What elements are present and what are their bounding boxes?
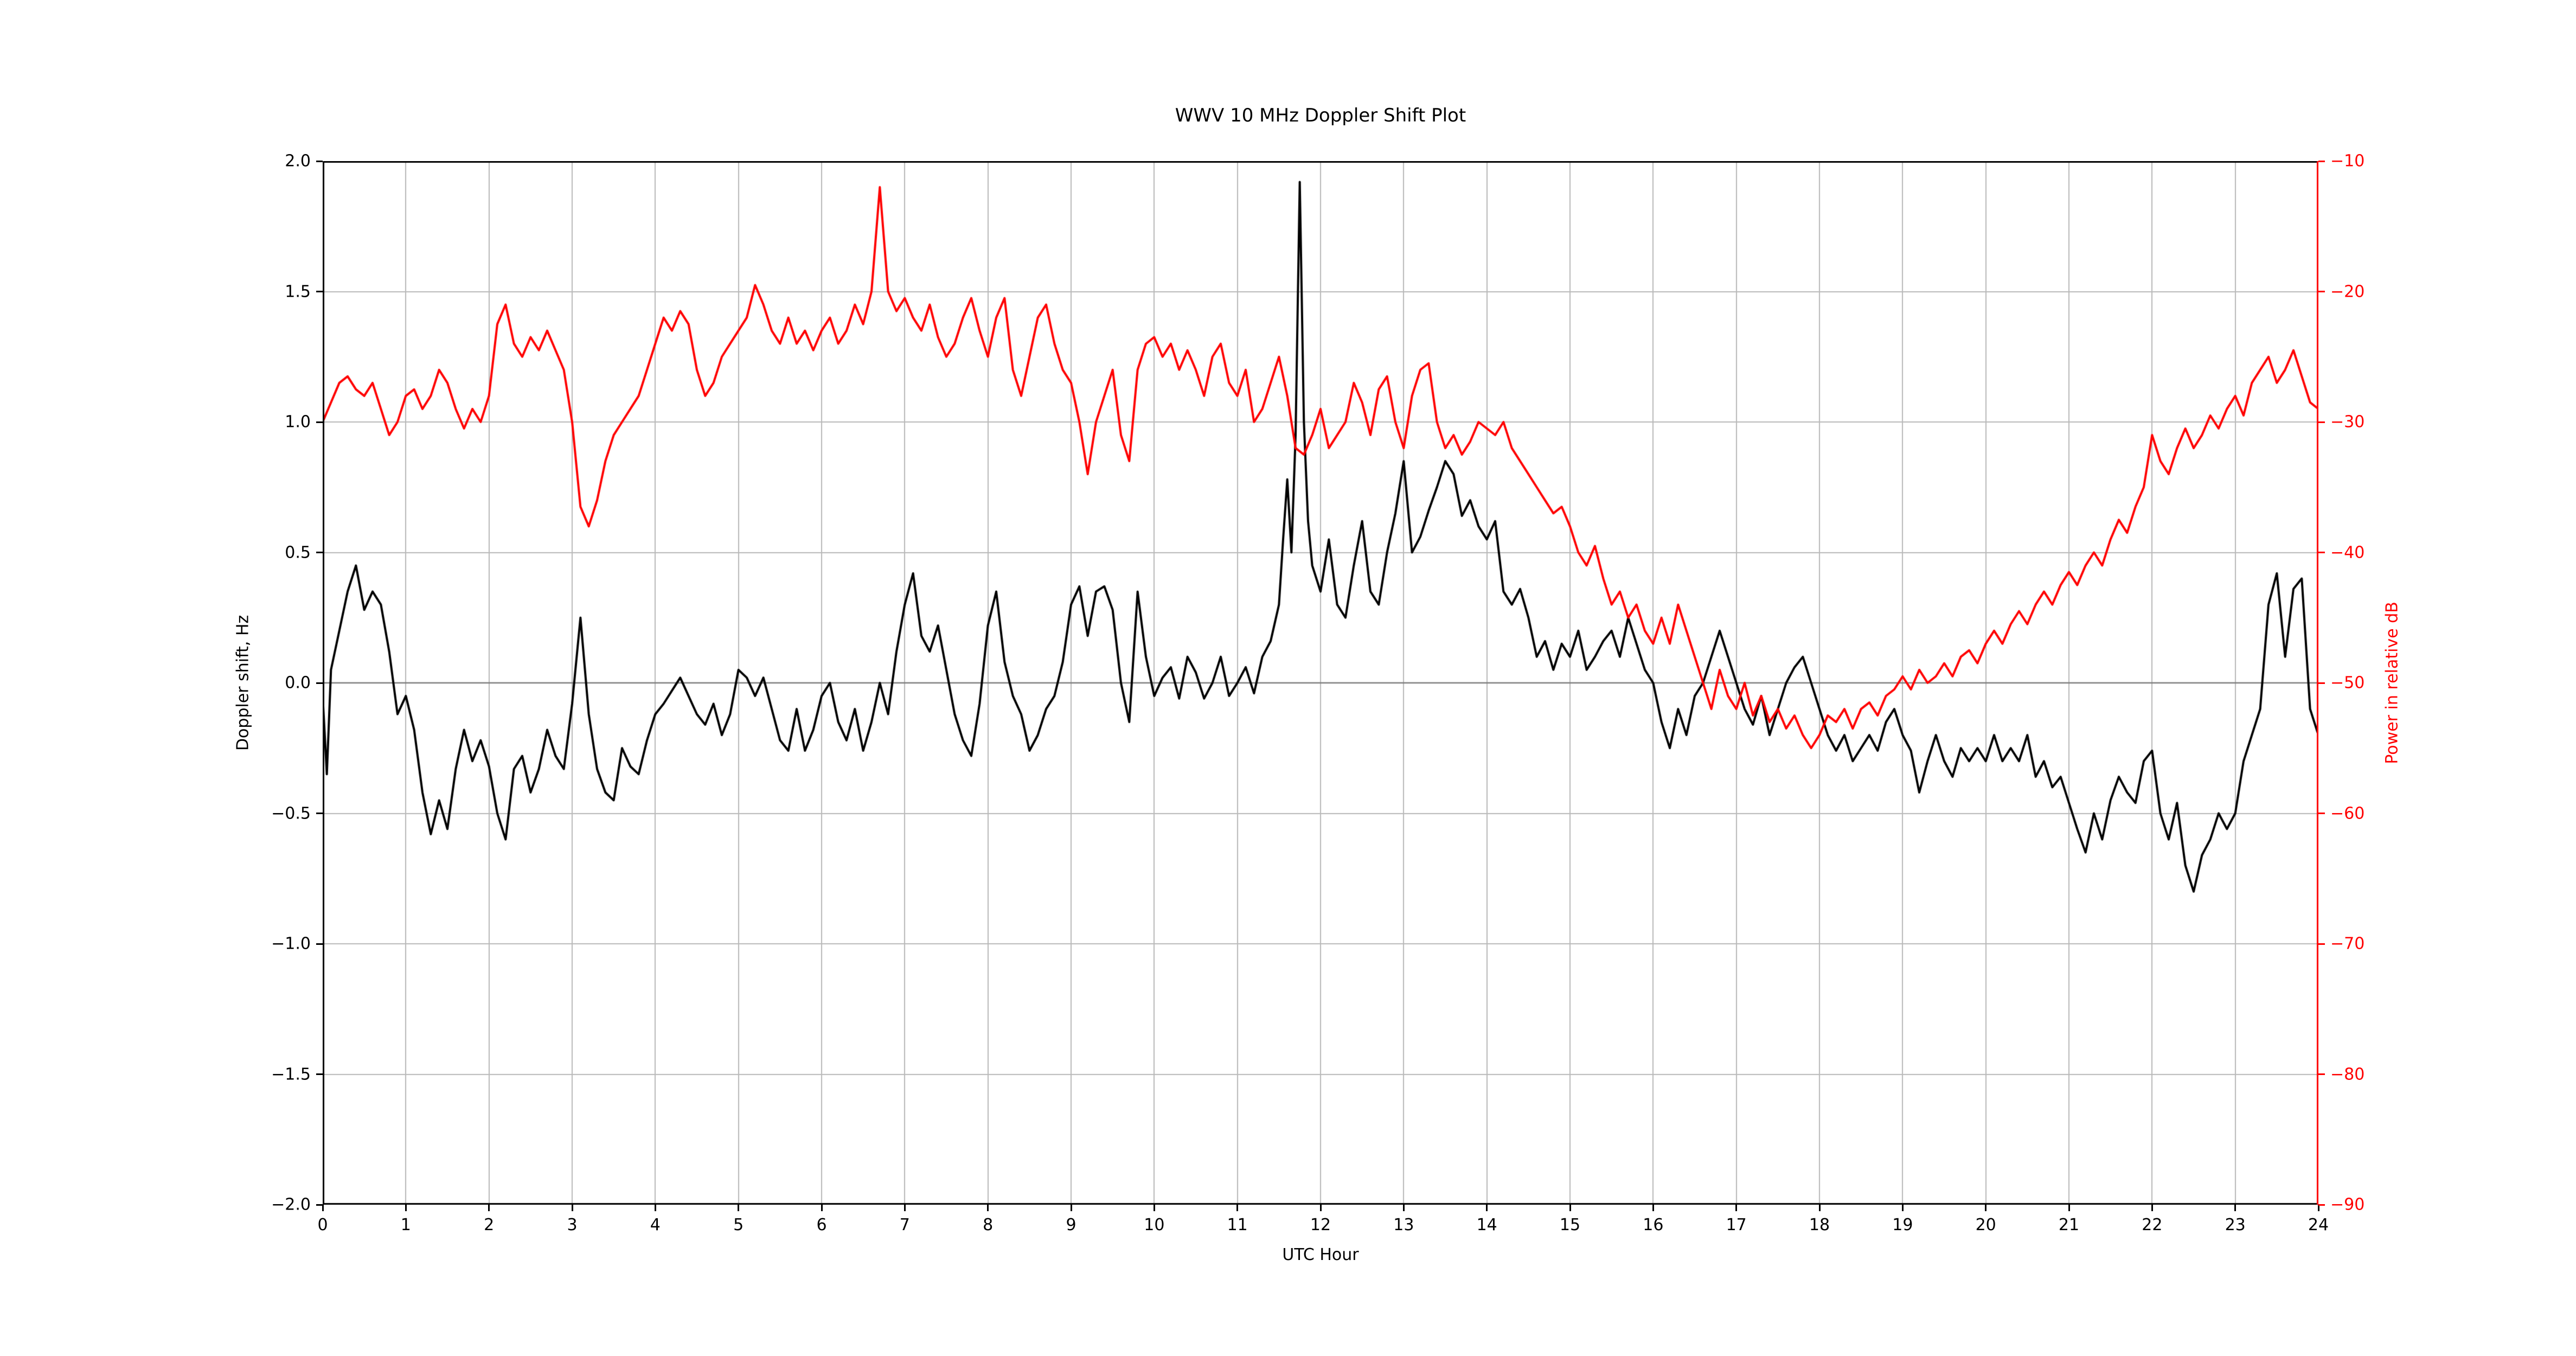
x-tick-mark: [1901, 1205, 1904, 1211]
chart-title: WWV 10 MHz Doppler Shift Plot: [1175, 105, 1466, 126]
x-tick-label: 8: [983, 1216, 994, 1235]
x-tick-label: 6: [816, 1216, 827, 1235]
x-tick-label: 18: [1809, 1216, 1830, 1235]
y-right-tick-label: −40: [2330, 543, 2365, 562]
y-left-tick-label: 2.0: [285, 151, 311, 171]
y-right-tick-mark: [2318, 421, 2325, 423]
y-left-tick-label: −0.5: [271, 804, 311, 823]
x-tick-mark: [1818, 1205, 1821, 1211]
y-right-tick-mark: [2318, 1073, 2325, 1075]
x-tick-mark: [405, 1205, 407, 1211]
x-tick-label: 12: [1310, 1216, 1331, 1235]
y-right-tick-label: −70: [2330, 934, 2365, 954]
x-tick-label: 20: [1975, 1216, 1996, 1235]
x-tick-label: 4: [650, 1216, 661, 1235]
x-tick-label: 10: [1144, 1216, 1165, 1235]
y-left-tick-label: −2.0: [271, 1195, 311, 1214]
y-left-tick-label: 1.0: [285, 412, 311, 432]
x-tick-label: 13: [1393, 1216, 1414, 1235]
x-tick-label: 16: [1643, 1216, 1664, 1235]
x-tick-mark: [1153, 1205, 1155, 1211]
x-tick-mark: [1652, 1205, 1654, 1211]
y-right-tick-mark: [2318, 291, 2325, 292]
x-tick-label: 14: [1476, 1216, 1497, 1235]
y-right-tick-mark: [2318, 552, 2325, 553]
x-tick-mark: [2068, 1205, 2070, 1211]
y-left-tick-mark: [316, 1073, 323, 1075]
x-tick-label: 2: [484, 1216, 495, 1235]
y-left-tick-mark: [316, 813, 323, 814]
x-tick-mark: [322, 1205, 324, 1211]
x-tick-mark: [1569, 1205, 1571, 1211]
x-tick-mark: [488, 1205, 490, 1211]
y-right-tick-mark: [2318, 943, 2325, 945]
x-tick-mark: [1486, 1205, 1488, 1211]
x-tick-label: 7: [899, 1216, 910, 1235]
y-left-tick-mark: [316, 552, 323, 553]
y-right-tick-mark: [2318, 1204, 2325, 1206]
x-tick-mark: [2151, 1205, 2153, 1211]
y-left-tick-mark: [316, 160, 323, 162]
x-tick-label: 22: [2142, 1216, 2163, 1235]
x-tick-mark: [1985, 1205, 1987, 1211]
y-right-tick-mark: [2318, 160, 2325, 162]
x-tick-label: 0: [317, 1216, 328, 1235]
y-axis-label-left: Doppler shift, Hz: [233, 615, 253, 751]
x-tick-mark: [2317, 1205, 2319, 1211]
x-tick-mark: [1319, 1205, 1322, 1211]
x-tick-mark: [1236, 1205, 1239, 1211]
x-tick-label: 11: [1227, 1216, 1248, 1235]
y-right-tick-label: −50: [2330, 673, 2365, 693]
x-tick-label: 15: [1559, 1216, 1581, 1235]
x-tick-mark: [821, 1205, 823, 1211]
x-tick-mark: [571, 1205, 573, 1211]
x-tick-mark: [987, 1205, 989, 1211]
y-left-tick-label: −1.0: [271, 934, 311, 954]
x-tick-label: 23: [2225, 1216, 2246, 1235]
y-left-tick-label: 1.5: [285, 282, 311, 301]
plot-area: [323, 161, 2318, 1205]
y-left-tick-label: −1.5: [271, 1065, 311, 1084]
x-tick-mark: [903, 1205, 906, 1211]
y-right-tick-mark: [2318, 813, 2325, 814]
y-right-tick-mark: [2318, 682, 2325, 684]
x-tick-label: 21: [2058, 1216, 2080, 1235]
y-left-tick-mark: [316, 421, 323, 423]
plot-canvas: [323, 161, 2318, 1205]
x-tick-label: 24: [2308, 1216, 2329, 1235]
x-tick-mark: [1070, 1205, 1072, 1211]
y-right-tick-label: −90: [2330, 1195, 2365, 1214]
y-axis-label-right: Power in relative dB: [2382, 602, 2402, 764]
x-tick-mark: [1735, 1205, 1738, 1211]
x-tick-label: 19: [1892, 1216, 1913, 1235]
x-tick-label: 1: [400, 1216, 411, 1235]
y-left-tick-mark: [316, 1204, 323, 1206]
y-right-tick-label: −10: [2330, 151, 2365, 171]
x-axis-label: UTC Hour: [1282, 1245, 1359, 1264]
y-left-tick-mark: [316, 291, 323, 292]
x-tick-label: 17: [1726, 1216, 1747, 1235]
x-tick-label: 9: [1066, 1216, 1076, 1235]
x-tick-mark: [2234, 1205, 2237, 1211]
y-left-tick-mark: [316, 943, 323, 945]
y-right-tick-label: −30: [2330, 412, 2365, 432]
y-right-tick-label: −20: [2330, 282, 2365, 301]
y-right-tick-label: −80: [2330, 1065, 2365, 1084]
y-left-tick-label: 0.5: [285, 543, 311, 562]
x-tick-mark: [654, 1205, 656, 1211]
y-left-tick-label: 0.0: [285, 673, 311, 693]
y-left-tick-mark: [316, 682, 323, 684]
x-tick-mark: [1402, 1205, 1405, 1211]
x-tick-label: 5: [733, 1216, 744, 1235]
x-tick-label: 3: [567, 1216, 578, 1235]
y-right-tick-label: −60: [2330, 804, 2365, 823]
x-tick-mark: [738, 1205, 740, 1211]
